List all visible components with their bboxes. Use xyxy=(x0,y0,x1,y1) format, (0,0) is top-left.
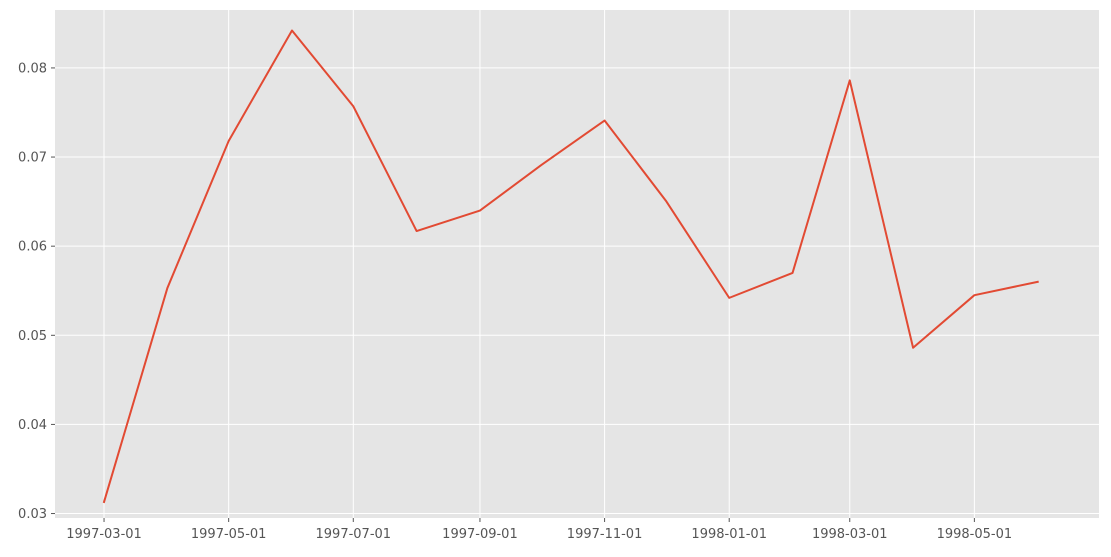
y-tick-label: 0.04 xyxy=(18,418,47,433)
x-tick-label: 1998-03-01 xyxy=(812,527,888,542)
plot-area xyxy=(55,10,1099,518)
y-tick-label: 0.07 xyxy=(18,151,47,166)
x-tick-label: 1998-05-01 xyxy=(937,527,1013,542)
x-tick-label: 1998-01-01 xyxy=(691,527,767,542)
x-tick-label: 1997-03-01 xyxy=(66,527,142,542)
x-axis-ticks: 1997-03-01 1997-05-01 1997-07-01 1997-09-01… xyxy=(66,518,1012,542)
y-tick-label: 0.06 xyxy=(18,240,47,255)
y-axis-ticks: 0.03 0.04 0.05 0.06 0.07 0.08 xyxy=(18,61,55,522)
y-tick-label: 0.08 xyxy=(18,61,47,76)
x-tick-label: 1997-07-01 xyxy=(316,527,392,542)
x-tick-label: 1997-05-01 xyxy=(191,527,267,542)
x-tick-label: 1997-11-01 xyxy=(567,527,643,542)
y-tick-label: 0.05 xyxy=(18,329,47,344)
y-tick-label: 0.03 xyxy=(18,507,47,522)
grid-lines xyxy=(55,10,1099,518)
series-layer xyxy=(102,29,1039,504)
series-line xyxy=(102,29,1039,504)
x-tick-label: 1997-09-01 xyxy=(442,527,518,542)
